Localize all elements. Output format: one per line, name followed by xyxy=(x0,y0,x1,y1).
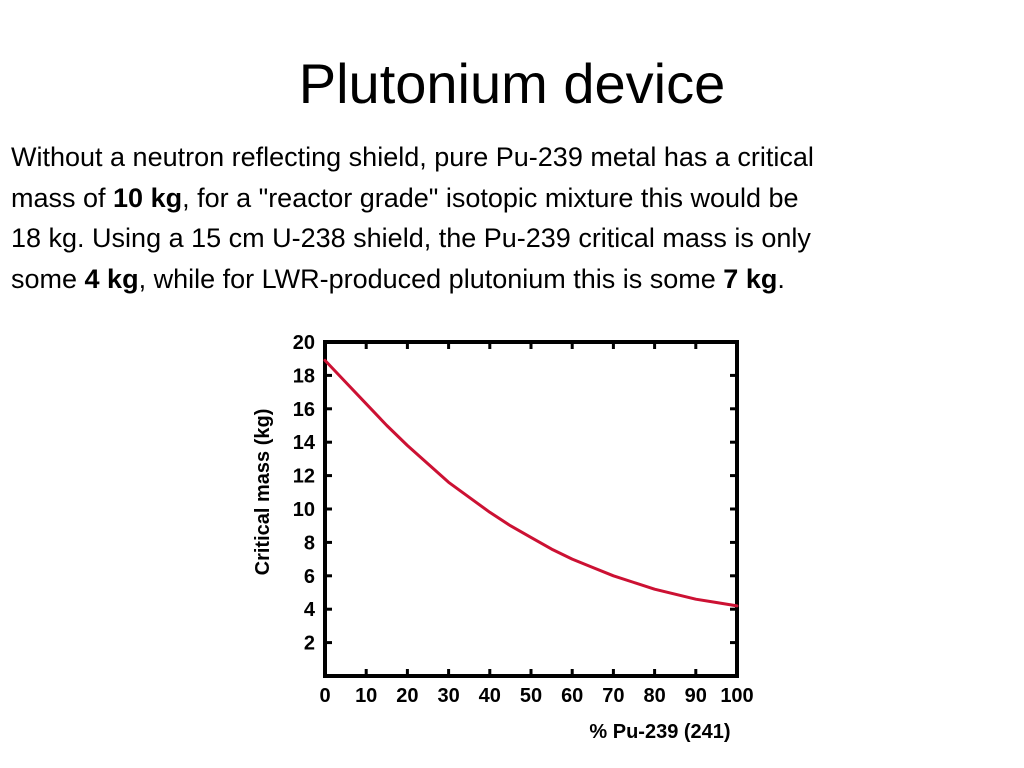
x-axis-label: % Pu-239 (241) xyxy=(589,721,730,743)
y-tick-label: 18 xyxy=(293,365,315,387)
x-tick-label: 30 xyxy=(437,685,459,707)
x-tick-label: 40 xyxy=(479,685,501,707)
y-tick-label: 10 xyxy=(293,499,315,521)
paragraph-line-1: Without a neutron reflecting shield, pur… xyxy=(11,142,814,172)
x-tick-label: 0 xyxy=(319,685,330,707)
x-tick-label: 100 xyxy=(720,685,753,707)
y-tick-label: 12 xyxy=(293,466,315,488)
slide-paragraph: Without a neutron reflecting shield, pur… xyxy=(11,137,1024,299)
y-axis-ticks: 2 4 6 8 10 12 14 16 18 20 xyxy=(293,332,737,655)
paragraph-line-3: 18 kg. Using a 15 cm U-238 shield, the P… xyxy=(11,223,811,253)
x-tick-label: 20 xyxy=(396,685,418,707)
x-tick-label: 70 xyxy=(602,685,624,707)
plot-frame xyxy=(323,340,739,678)
y-tick-label: 20 xyxy=(293,332,315,354)
x-tick-label: 60 xyxy=(561,685,583,707)
paragraph-line-4-text: some xyxy=(11,263,85,294)
x-tick-label: 10 xyxy=(355,685,377,707)
paragraph-value-10kg: 10 kg xyxy=(113,182,183,213)
y-tick-label: 16 xyxy=(293,399,315,421)
y-tick-label: 4 xyxy=(304,599,316,621)
paragraph-line-4-end: . xyxy=(777,263,785,294)
y-tick-label: 2 xyxy=(304,633,315,655)
paragraph-line-4-mid: , while for LWR-produced plutonium this … xyxy=(138,263,724,294)
x-tick-label: 50 xyxy=(520,685,542,707)
y-tick-label: 6 xyxy=(304,566,315,588)
y-tick-label: 8 xyxy=(304,532,315,554)
slide-title: Plutonium device xyxy=(298,52,726,115)
y-tick-label: 14 xyxy=(293,432,316,454)
x-tick-label: 80 xyxy=(643,685,665,707)
x-axis-ticks: 0 10 20 30 40 50 60 70 80 90 100 xyxy=(319,342,754,707)
x-tick-label: 90 xyxy=(685,685,707,707)
y-axis-label: Critical mass (kg) xyxy=(252,409,274,576)
paragraph-line-2-rest: , for a "reactor grade" isotopic mixture… xyxy=(182,182,799,213)
paragraph-value-7kg: 7 kg xyxy=(723,263,778,294)
paragraph-line-2-text: mass of xyxy=(11,182,114,213)
paragraph-value-4kg: 4 kg xyxy=(84,263,139,294)
critical-mass-curve xyxy=(323,358,739,608)
